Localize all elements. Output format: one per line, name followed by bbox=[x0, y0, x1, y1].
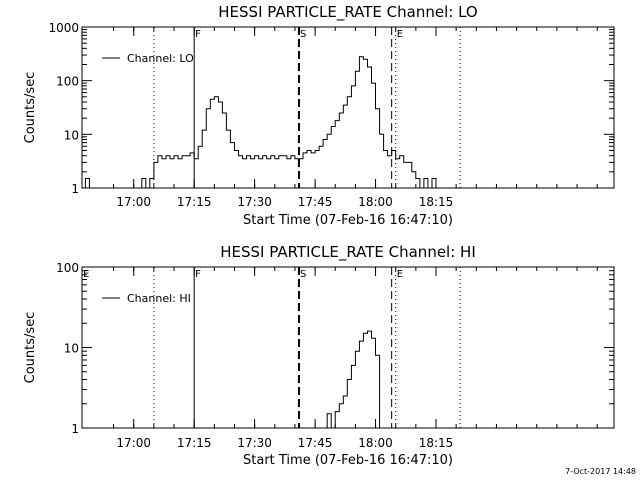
x-tick-label: 17:45 bbox=[298, 195, 333, 209]
x-tick-label: 18:00 bbox=[358, 195, 393, 209]
y-tick-label: 10 bbox=[64, 128, 79, 142]
x-tick-label: 17:15 bbox=[177, 436, 212, 450]
x-tick-label: 18:15 bbox=[419, 195, 454, 209]
data-series-line bbox=[81, 56, 453, 189]
data-series-line bbox=[323, 330, 384, 429]
timestamp-label: 7-Oct-2017 14:48 bbox=[565, 467, 636, 476]
marker-label: E bbox=[83, 269, 89, 280]
marker-label: F bbox=[195, 29, 201, 40]
plot-frame bbox=[81, 26, 615, 189]
marker-label: S bbox=[300, 269, 306, 280]
x-tick-label: 17:15 bbox=[177, 195, 212, 209]
x-tick-label: 17:00 bbox=[116, 436, 151, 450]
x-tick-label: 17:30 bbox=[237, 436, 272, 450]
x-tick-label: 17:30 bbox=[237, 195, 272, 209]
chart-title: HESSI PARTICLE_RATE Channel: HI bbox=[220, 243, 476, 262]
x-tick-label: 17:00 bbox=[116, 195, 151, 209]
legend-label: Channel: HI bbox=[127, 292, 191, 305]
x-axis-label: Start Time (07-Feb-16 16:47:10) bbox=[243, 453, 453, 468]
x-tick-label: 18:15 bbox=[419, 436, 454, 450]
marker-label: E bbox=[397, 29, 403, 40]
chart-title: HESSI PARTICLE_RATE Channel: LO bbox=[218, 3, 477, 22]
y-tick-label: 10 bbox=[64, 342, 79, 356]
legend-label: Channel: LO bbox=[127, 52, 194, 65]
marker-label: E bbox=[397, 269, 403, 280]
y-tick-label: 1 bbox=[71, 182, 79, 196]
x-tick-label: 17:45 bbox=[298, 436, 333, 450]
marker-label: S bbox=[300, 29, 306, 40]
y-axis-label: Counts/sec bbox=[23, 72, 38, 144]
y-axis-label: Counts/sec bbox=[23, 312, 38, 384]
x-axis-label: Start Time (07-Feb-16 16:47:10) bbox=[243, 213, 453, 228]
y-tick-label: 1000 bbox=[48, 21, 79, 35]
y-tick-label: 100 bbox=[56, 75, 79, 89]
x-tick-label: 18:00 bbox=[358, 436, 393, 450]
marker-label: F bbox=[195, 269, 201, 280]
y-tick-label: 1 bbox=[71, 422, 79, 436]
y-tick-label: 100 bbox=[56, 261, 79, 275]
